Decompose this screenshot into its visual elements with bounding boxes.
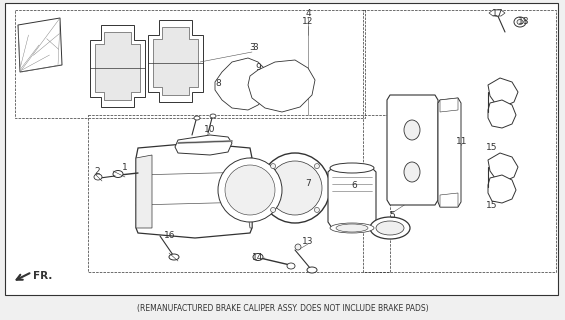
Text: (REMANUFACTURED BRAKE CALIPER ASSY. DOES NOT INCLUDE BRAKE PADS): (REMANUFACTURED BRAKE CALIPER ASSY. DOES… (137, 303, 429, 313)
Text: 18: 18 (518, 18, 530, 27)
Ellipse shape (404, 162, 420, 182)
Ellipse shape (370, 217, 410, 239)
Ellipse shape (314, 164, 319, 169)
Ellipse shape (225, 165, 275, 215)
Text: 7: 7 (305, 179, 311, 188)
Text: 6: 6 (351, 180, 357, 189)
Text: 3: 3 (252, 44, 258, 52)
Polygon shape (148, 20, 203, 102)
Ellipse shape (307, 267, 317, 273)
Text: 13: 13 (302, 237, 314, 246)
Polygon shape (438, 98, 461, 207)
Polygon shape (215, 58, 272, 110)
Polygon shape (328, 168, 376, 228)
Text: 17: 17 (492, 10, 504, 19)
Ellipse shape (336, 224, 368, 232)
Text: 11: 11 (457, 138, 468, 147)
Polygon shape (18, 18, 62, 72)
Text: 1: 1 (122, 164, 128, 172)
Polygon shape (136, 155, 152, 228)
Ellipse shape (271, 207, 276, 212)
Text: 5: 5 (389, 211, 395, 220)
Text: 16: 16 (164, 230, 176, 239)
Polygon shape (488, 153, 518, 181)
Ellipse shape (271, 164, 276, 169)
Polygon shape (488, 100, 516, 128)
Text: 9: 9 (255, 63, 261, 73)
Ellipse shape (253, 253, 263, 260)
Ellipse shape (330, 163, 374, 173)
Ellipse shape (210, 114, 216, 118)
Text: 15: 15 (486, 201, 498, 210)
Polygon shape (440, 193, 458, 207)
Polygon shape (387, 95, 438, 205)
Polygon shape (489, 10, 505, 16)
Polygon shape (248, 158, 252, 228)
Polygon shape (175, 135, 232, 155)
Ellipse shape (517, 20, 523, 25)
Polygon shape (248, 60, 315, 112)
Text: 8: 8 (215, 78, 221, 87)
Text: 12: 12 (302, 18, 314, 27)
Polygon shape (5, 3, 558, 295)
Ellipse shape (514, 17, 526, 27)
Ellipse shape (314, 207, 319, 212)
Text: 14: 14 (253, 252, 264, 261)
Ellipse shape (330, 223, 374, 233)
Text: 3: 3 (249, 44, 255, 52)
Ellipse shape (194, 116, 200, 120)
Text: 4: 4 (305, 9, 311, 18)
Ellipse shape (493, 10, 501, 16)
Polygon shape (488, 78, 518, 106)
Ellipse shape (218, 158, 282, 222)
Ellipse shape (169, 254, 179, 260)
Polygon shape (488, 175, 516, 203)
Ellipse shape (287, 263, 295, 269)
Text: 15: 15 (486, 143, 498, 153)
Polygon shape (136, 143, 252, 238)
Polygon shape (440, 98, 458, 112)
Ellipse shape (113, 171, 123, 178)
Ellipse shape (187, 139, 203, 147)
Ellipse shape (268, 161, 322, 215)
Polygon shape (153, 27, 198, 95)
Ellipse shape (376, 221, 404, 235)
Ellipse shape (295, 244, 301, 250)
Ellipse shape (94, 174, 102, 180)
Polygon shape (95, 32, 140, 100)
Ellipse shape (404, 120, 420, 140)
Text: 2: 2 (94, 167, 100, 177)
Ellipse shape (260, 153, 330, 223)
Polygon shape (90, 25, 145, 107)
Text: FR.: FR. (33, 271, 53, 281)
Text: 10: 10 (205, 125, 216, 134)
